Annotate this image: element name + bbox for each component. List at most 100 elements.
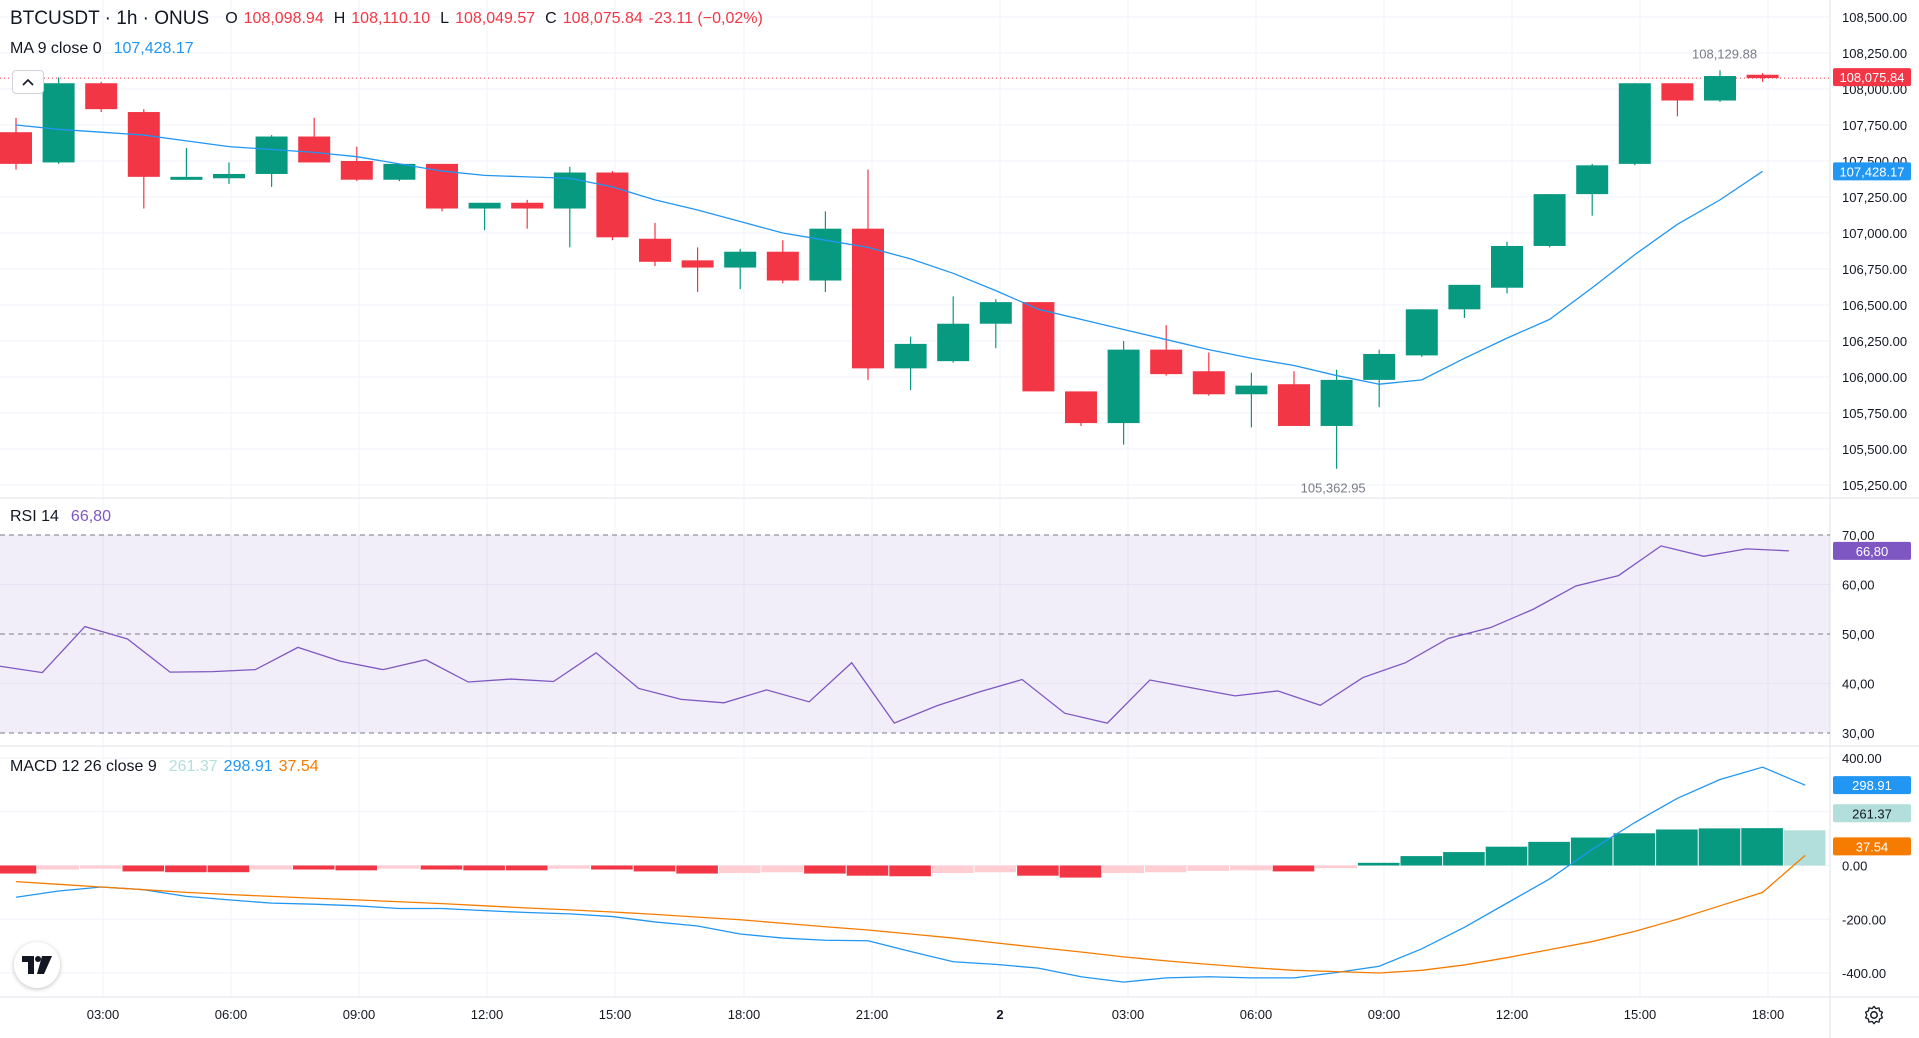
macd-hist-bar [1315,865,1357,869]
time-axis[interactable]: 03:00 06:00 09:00 12:00 15:00 18:00 21:00 2 03:0… [87,1007,1785,1022]
candle-body [0,132,32,164]
candle [468,202,501,231]
macd-legend[interactable]: MACD 12 26 close 9 261.37 298.91 37.54 [10,758,319,776]
candle-body [1278,384,1310,426]
macd-hist-bar [1272,865,1315,872]
last-price-tag-bg [1833,68,1911,87]
macd-hist-bar [1698,828,1741,866]
candle-body [1107,349,1140,424]
candle-body [1065,391,1097,424]
candle [511,199,544,229]
macd-hist-bar [1485,846,1528,866]
macd-tag-bg [1833,776,1911,795]
hist-tag-bg [1833,804,1911,823]
candle [809,211,842,293]
axis-tags: 108,075.84 107,428.17 66,80 298.91 261.37 37.… [1833,68,1911,856]
macd-hist-bar [1656,829,1698,866]
time-tick-label: 18:00 [1752,1007,1785,1022]
macd-hist-bar [1613,833,1656,866]
low-value: 108,049.57 [455,10,536,27]
macd-hist-bar [207,865,250,873]
low-label: L [440,10,450,27]
ma9-line [15,124,1763,385]
macd-hist-bar [335,865,378,871]
candle-body [1618,83,1651,164]
ma-tag: 107,428.17 [1833,162,1911,181]
candle [937,296,970,363]
macd-hist-bar [718,865,761,874]
time-tick-label: 15:00 [599,1007,632,1022]
macd-hist-bar [676,865,718,874]
macd-hist-bar [761,865,804,873]
candle [340,146,373,182]
macd-hist-bar [0,865,37,874]
candle-body [1405,309,1438,356]
candle [1107,341,1140,445]
macd-hist-bar [292,865,335,870]
macd-hist-bar [420,865,463,870]
time-tick-label: 06:00 [215,1007,248,1022]
settings-gear-icon[interactable] [1863,1004,1885,1026]
rsi-tag-text: 66,80 [1856,544,1889,559]
candle-body [809,228,842,281]
signal-line [15,854,1806,974]
macd-hist-bar [1570,837,1613,866]
macd-hist-bar [889,865,931,877]
macd-hist-bar [122,865,165,872]
signal-tag-text: 37.54 [1856,839,1889,854]
candle-body [468,202,501,209]
candle-body [383,163,416,180]
price-tick-label: 107,750.00 [1842,118,1907,133]
candle-body [937,323,970,362]
price-axis[interactable]: 108,500.00108,250.00108,000.00107,750.00… [1842,10,1907,981]
macd-hist-bar [1059,865,1102,878]
candle [724,248,757,290]
candle-body [1022,302,1055,392]
ma-tag-text: 107,428.17 [1839,164,1904,179]
price-tick-label: 107,250.00 [1842,190,1907,205]
candle-body [1448,284,1481,310]
candle [1150,325,1183,376]
candle [1192,352,1225,396]
hist-tag-text: 261.37 [1852,806,1892,821]
candle [0,117,32,170]
macd-hist-bar [1187,865,1230,871]
ma-line: 108,129.88 105,362.95 [15,46,1763,496]
rsi-legend-label: RSI 14 [10,508,59,525]
candle [85,81,118,113]
rsi-legend[interactable]: RSI 14 66,80 [10,508,111,526]
candle [1405,309,1438,357]
time-tick-label: 03:00 [1112,1007,1145,1022]
candle-body [85,83,118,110]
macd-hist-bar [463,865,505,871]
candle [213,162,245,185]
symbol-title[interactable]: BTCUSDT · 1h · ONUS [10,8,210,29]
candle [1022,302,1055,392]
time-tick-label: 18:00 [728,1007,761,1022]
macd-legend-signal: 37.54 [278,758,319,775]
candle [1533,194,1566,248]
macd-hist-bar [846,865,889,876]
macd-hist-bar [79,865,122,869]
rsi-tick-label: 50,00 [1842,627,1875,642]
macd-hist-bar [378,865,420,869]
candle-body [1192,371,1225,395]
rsi-legend-value: 66,80 [70,508,111,525]
candle [681,247,714,293]
candle-body [1661,83,1694,101]
candle-body [1576,165,1609,195]
candle [1618,83,1651,166]
time-tick-label: 09:00 [1368,1007,1401,1022]
close-label: C [545,10,557,27]
collapse-legend-button[interactable] [12,70,44,94]
rsi-line-path [0,545,1789,724]
candle [127,109,160,209]
macd-hist-bar [548,865,591,869]
time-tick-label: 21:00 [856,1007,889,1022]
tradingview-logo[interactable] [14,942,60,988]
ma-legend[interactable]: MA 9 close 0 107,428.17 [10,40,194,58]
candle [639,222,671,267]
price-tick-label: 106,000.00 [1842,370,1907,385]
candle [1278,371,1310,426]
